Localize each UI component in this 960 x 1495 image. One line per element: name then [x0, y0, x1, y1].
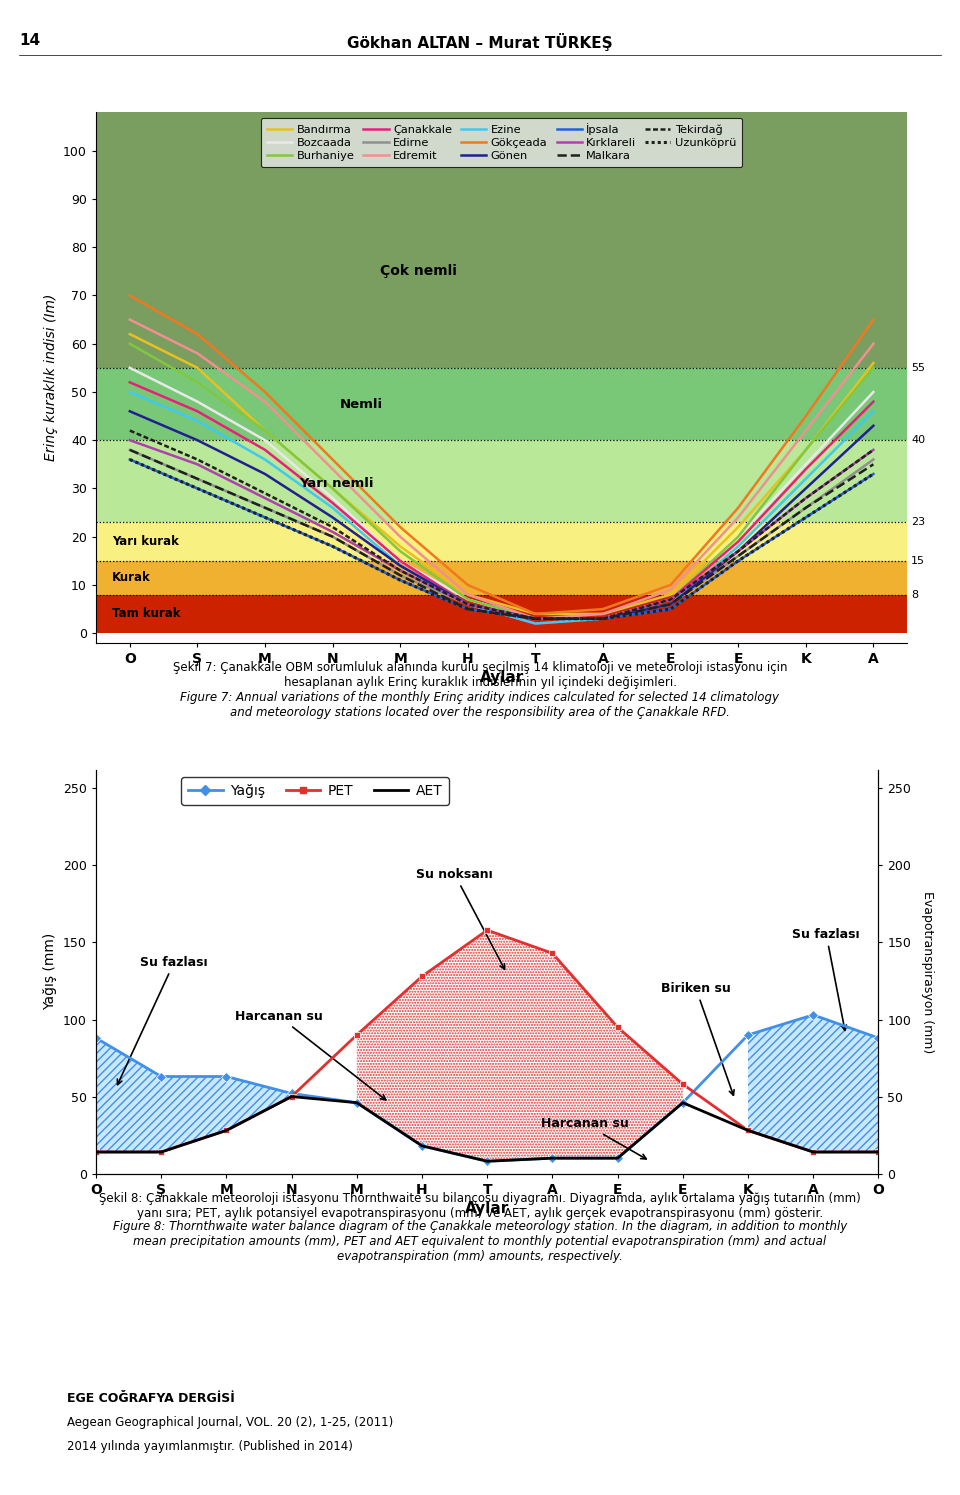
Yağış	[546, 1150, 558, 1168]
AET	[90, 1144, 102, 1162]
Yağış	[742, 1026, 754, 1044]
AET	[546, 1150, 558, 1168]
Yağış	[90, 1029, 102, 1046]
PET	[677, 1075, 688, 1093]
Bar	[96, 368, 907, 440]
PET	[481, 921, 493, 939]
AET	[351, 1094, 363, 1112]
Bar	[96, 112, 907, 368]
AET	[807, 1144, 819, 1162]
Text: Gökhan ALTAN – Murat TÜRKEŞ: Gökhan ALTAN – Murat TÜRKEŞ	[348, 33, 612, 51]
Text: Su noksanı: Su noksanı	[417, 867, 505, 969]
Text: Harcanan su: Harcanan su	[541, 1117, 646, 1159]
Text: 23: 23	[911, 517, 925, 528]
PET	[807, 1144, 819, 1162]
Text: Çok nemli: Çok nemli	[380, 265, 457, 278]
Text: Su fazlası: Su fazlası	[117, 955, 208, 1085]
Legend: Bandırma, Bozcaada, Burhaniye, Çanakkale, Edirne, Edremit, Ezine, Gökçeada, Göne: Bandırma, Bozcaada, Burhaniye, Çanakkale…	[261, 118, 742, 167]
Text: Tam kurak: Tam kurak	[112, 607, 180, 620]
AET	[221, 1121, 232, 1139]
Legend: Yağış, PET, AET: Yağış, PET, AET	[181, 777, 449, 804]
Text: Şekil 8: Çanakkale meteoroloji istasyonu Thornthwaite su bilançosu diyagramı. Di: Şekil 8: Çanakkale meteoroloji istasyonu…	[99, 1192, 861, 1220]
Text: Su fazlası: Su fazlası	[792, 928, 860, 1030]
Text: 14: 14	[19, 33, 40, 48]
Text: Nemli: Nemli	[339, 398, 382, 411]
AET	[742, 1121, 754, 1139]
Text: Aegean Geographical Journal, VOL. 20 (2), 1-25, (2011): Aegean Geographical Journal, VOL. 20 (2)…	[67, 1416, 394, 1429]
PET	[351, 1026, 363, 1044]
Text: Şekil 7: Çanakkale OBM sorumluluk alanında kurulu seçilmiş 14 klimatoloji ve met: Şekil 7: Çanakkale OBM sorumluluk alanın…	[173, 661, 787, 689]
Line: AET: AET	[96, 1096, 878, 1162]
PET	[221, 1121, 232, 1139]
Yağış	[351, 1094, 363, 1112]
PET	[156, 1144, 167, 1162]
Text: Kurak: Kurak	[112, 571, 151, 585]
Yağış	[417, 1136, 428, 1154]
Bar	[96, 595, 907, 634]
X-axis label: Aylar: Aylar	[479, 670, 524, 685]
PET	[417, 967, 428, 985]
Text: 2014 yılında yayımlanmıştır. (Published in 2014): 2014 yılında yayımlanmıştır. (Published …	[67, 1440, 353, 1453]
AET	[417, 1136, 428, 1154]
Line: Yağış: Yağış	[92, 1012, 882, 1165]
Text: 15: 15	[911, 556, 925, 565]
Text: 55: 55	[911, 363, 925, 372]
Yağış	[873, 1029, 884, 1046]
AET	[156, 1144, 167, 1162]
Text: Biriken su: Biriken su	[661, 982, 734, 1096]
Text: Yarı kurak: Yarı kurak	[112, 535, 180, 549]
Text: Figure 7: Annual variations of the monthly Erinç aridity indices calculated for : Figure 7: Annual variations of the month…	[180, 691, 780, 719]
Line: PET: PET	[92, 927, 882, 1156]
Text: 8: 8	[911, 589, 919, 599]
Text: EGE COĞRAFYA DERGİSİ: EGE COĞRAFYA DERGİSİ	[67, 1392, 235, 1405]
X-axis label: Aylar: Aylar	[465, 1200, 510, 1215]
Text: Yarı nemli: Yarı nemli	[299, 477, 373, 490]
PET	[546, 945, 558, 963]
Yağış	[807, 1006, 819, 1024]
Yağış	[286, 1084, 298, 1102]
AET	[481, 1153, 493, 1171]
PET	[742, 1121, 754, 1139]
Bar	[96, 440, 907, 522]
Text: Harcanan su: Harcanan su	[234, 1009, 386, 1100]
PET	[873, 1144, 884, 1162]
AET	[873, 1144, 884, 1162]
Bar	[96, 522, 907, 561]
PET	[286, 1087, 298, 1105]
PET	[612, 1018, 623, 1036]
Bar	[96, 561, 907, 595]
Y-axis label: Evapotranspirasyon (mm): Evapotranspirasyon (mm)	[921, 891, 933, 1052]
Yağış	[156, 1067, 167, 1085]
Text: Figure 8: Thornthwaite water balance diagram of the Çanakkale meteorology statio: Figure 8: Thornthwaite water balance dia…	[113, 1220, 847, 1263]
Text: 40: 40	[911, 435, 925, 446]
PET	[90, 1144, 102, 1162]
Y-axis label: Yağış (mm): Yağış (mm)	[43, 933, 58, 1011]
AET	[677, 1094, 688, 1112]
AET	[286, 1087, 298, 1105]
Y-axis label: Erinç kuraklık indisi (Im): Erinç kuraklık indisi (Im)	[43, 295, 58, 460]
Yağış	[481, 1153, 493, 1171]
AET	[612, 1150, 623, 1168]
Yağış	[221, 1067, 232, 1085]
Yağış	[677, 1094, 688, 1112]
Yağış	[612, 1150, 623, 1168]
